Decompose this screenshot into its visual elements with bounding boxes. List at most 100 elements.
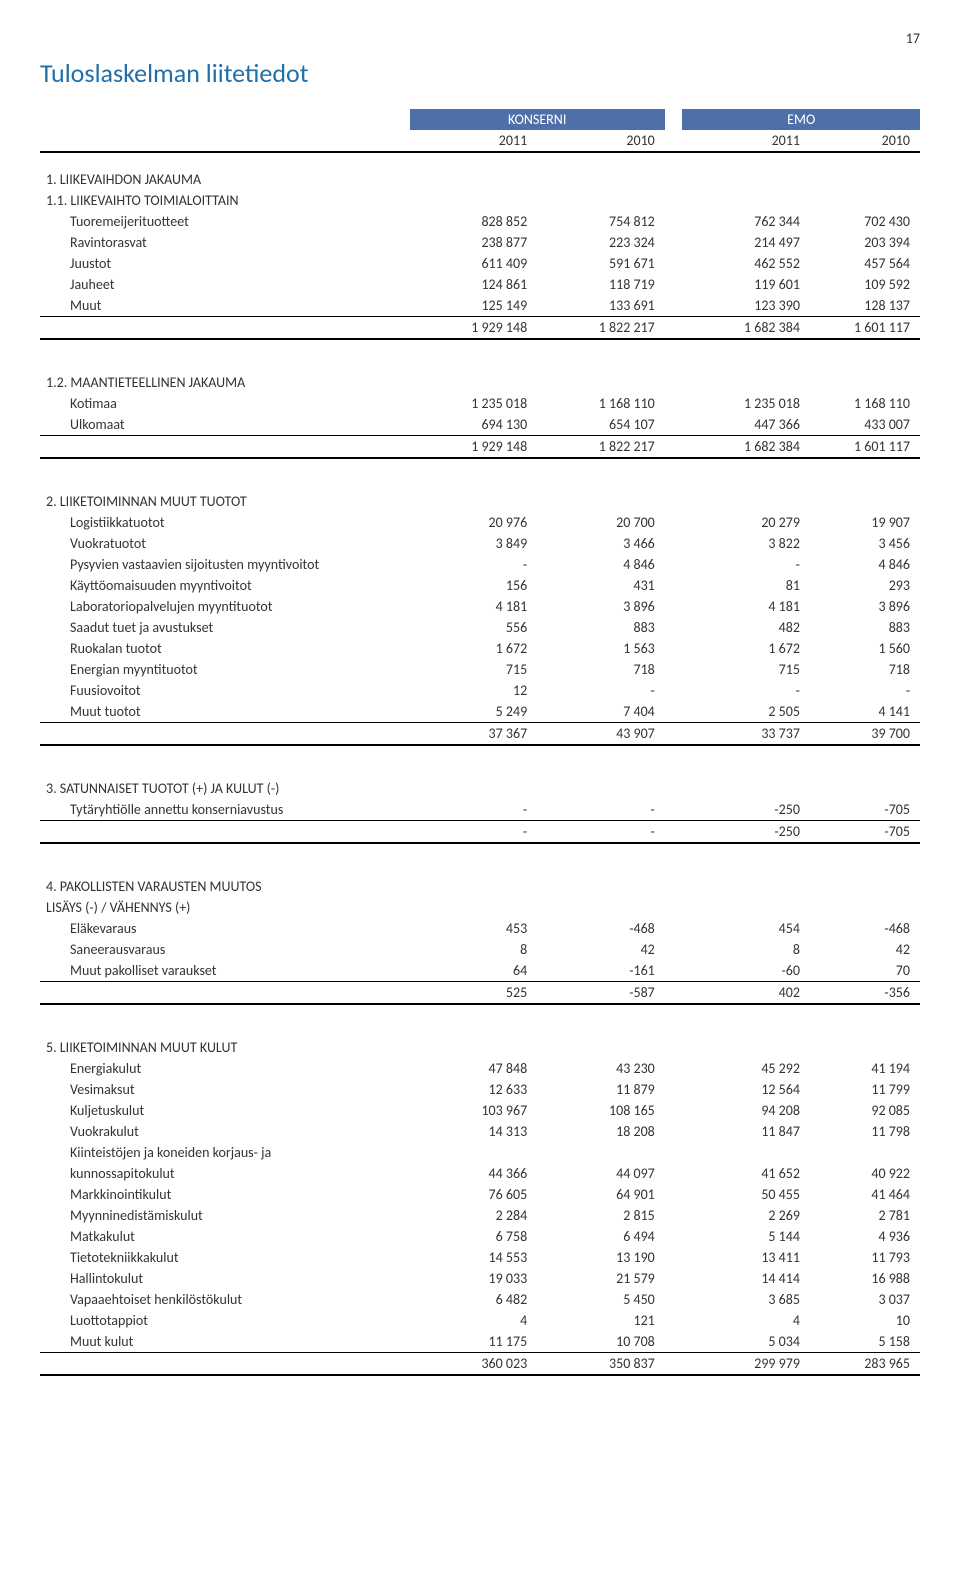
value: 128 137 bbox=[810, 295, 920, 317]
value: 4 141 bbox=[810, 701, 920, 723]
section-title: 5. LIIKETOIMINNAN MUUT KULUT bbox=[40, 1021, 920, 1058]
table-row: 360 023350 837299 979283 965 bbox=[40, 1353, 920, 1376]
cell bbox=[665, 1310, 683, 1331]
cell bbox=[665, 1121, 683, 1142]
total-value: 43 907 bbox=[537, 723, 665, 746]
value: 19 907 bbox=[810, 512, 920, 533]
cell bbox=[665, 232, 683, 253]
cell bbox=[40, 458, 920, 475]
total-value: - bbox=[537, 821, 665, 844]
table-row: Vuokrakulut14 31318 20811 84711 798 bbox=[40, 1121, 920, 1142]
total-value: 402 bbox=[682, 982, 810, 1005]
value: 8 bbox=[682, 939, 810, 960]
cell bbox=[665, 596, 683, 617]
value: 715 bbox=[410, 659, 538, 680]
value: -60 bbox=[682, 960, 810, 982]
value: 431 bbox=[537, 575, 665, 596]
cell bbox=[665, 982, 683, 1005]
table-row: Muut kulut11 17510 7085 0345 158 bbox=[40, 1331, 920, 1353]
table-row: Vuokratuotot3 8493 4663 8223 456 bbox=[40, 533, 920, 554]
value: 754 812 bbox=[537, 211, 665, 232]
cell bbox=[40, 1353, 410, 1376]
value: 3 037 bbox=[810, 1289, 920, 1310]
row-label: Muut bbox=[40, 295, 410, 317]
cell bbox=[665, 1268, 683, 1289]
table-row: Vesimaksut12 63311 87912 56411 799 bbox=[40, 1079, 920, 1100]
table-row: 5. LIIKETOIMINNAN MUUT KULUT bbox=[40, 1021, 920, 1058]
row-label: Ravintorasvat bbox=[40, 232, 410, 253]
value: 3 466 bbox=[537, 533, 665, 554]
row-label: Vuokrakulut bbox=[40, 1121, 410, 1142]
total-value: 1 929 148 bbox=[410, 317, 538, 340]
table-row: 4. PAKOLLISTEN VARAUSTEN MUUTOS bbox=[40, 860, 920, 897]
value: 19 033 bbox=[410, 1268, 538, 1289]
value: 11 175 bbox=[410, 1331, 538, 1353]
value: -468 bbox=[537, 918, 665, 939]
value: 2 505 bbox=[682, 701, 810, 723]
header-group-emo: EMO bbox=[682, 109, 920, 130]
cell bbox=[665, 436, 683, 459]
table-row: Matkakulut6 7586 4945 1444 936 bbox=[40, 1226, 920, 1247]
cell bbox=[665, 1226, 683, 1247]
cell bbox=[665, 701, 683, 723]
value: 3 456 bbox=[810, 533, 920, 554]
value bbox=[410, 1142, 538, 1163]
table-row: kunnossapitokulut44 36644 09741 65240 92… bbox=[40, 1163, 920, 1184]
value: 5 034 bbox=[682, 1331, 810, 1353]
cell bbox=[665, 1331, 683, 1353]
table-row: Eläkevaraus453-468454-468 bbox=[40, 918, 920, 939]
value: 92 085 bbox=[810, 1100, 920, 1121]
value: 1 235 018 bbox=[682, 393, 810, 414]
table-row: 1. LIIKEVAIHDON JAKAUMA bbox=[40, 152, 920, 190]
value: 14 414 bbox=[682, 1268, 810, 1289]
value: 482 bbox=[682, 617, 810, 638]
value: 11 847 bbox=[682, 1121, 810, 1142]
value: - bbox=[410, 799, 538, 821]
value: 2 269 bbox=[682, 1205, 810, 1226]
section-title: 1. LIIKEVAIHDON JAKAUMA bbox=[40, 152, 920, 190]
cell bbox=[40, 339, 920, 356]
value: 453 bbox=[410, 918, 538, 939]
value: 20 976 bbox=[410, 512, 538, 533]
table-row: Muut tuotot5 2497 4042 5054 141 bbox=[40, 701, 920, 723]
table-row bbox=[40, 843, 920, 860]
table-row: Laboratoriopalvelujen myyntituotot4 1813… bbox=[40, 596, 920, 617]
value: 47 848 bbox=[410, 1058, 538, 1079]
section-title: 2. LIIKETOIMINNAN MUUT TUOTOT bbox=[40, 475, 920, 512]
value: 4 936 bbox=[810, 1226, 920, 1247]
cell bbox=[665, 393, 683, 414]
header-year: 2011 bbox=[410, 130, 538, 152]
value: 103 967 bbox=[410, 1100, 538, 1121]
value: 118 719 bbox=[537, 274, 665, 295]
table-row bbox=[40, 1004, 920, 1021]
cell bbox=[665, 1100, 683, 1121]
row-label: Juustot bbox=[40, 253, 410, 274]
value: 119 601 bbox=[682, 274, 810, 295]
value: 94 208 bbox=[682, 1100, 810, 1121]
value: 293 bbox=[810, 575, 920, 596]
header-row-years: 2011 2010 2011 2010 bbox=[40, 130, 920, 152]
value: -468 bbox=[810, 918, 920, 939]
cell bbox=[665, 1163, 683, 1184]
table-row: Muut125 149133 691123 390128 137 bbox=[40, 295, 920, 317]
value: - bbox=[410, 554, 538, 575]
value bbox=[537, 1142, 665, 1163]
row-label: Saneerausvaraus bbox=[40, 939, 410, 960]
value: - bbox=[682, 554, 810, 575]
value: 64 901 bbox=[537, 1184, 665, 1205]
cell bbox=[40, 1004, 920, 1021]
row-label: Kuljetuskulut bbox=[40, 1100, 410, 1121]
value: 13 190 bbox=[537, 1247, 665, 1268]
table-row: Vapaaehtoiset henkilöstökulut6 4825 4503… bbox=[40, 1289, 920, 1310]
value: -161 bbox=[537, 960, 665, 982]
value: 4 846 bbox=[810, 554, 920, 575]
row-label: Myynninedistämiskulut bbox=[40, 1205, 410, 1226]
value: 156 bbox=[410, 575, 538, 596]
table-row: LISÄYS (-) / VÄHENNYS (+) bbox=[40, 897, 920, 918]
value: 1 672 bbox=[410, 638, 538, 659]
value: 762 344 bbox=[682, 211, 810, 232]
row-label: Vapaaehtoiset henkilöstökulut bbox=[40, 1289, 410, 1310]
value: 70 bbox=[810, 960, 920, 982]
value: 5 249 bbox=[410, 701, 538, 723]
row-label: Muut kulut bbox=[40, 1331, 410, 1353]
